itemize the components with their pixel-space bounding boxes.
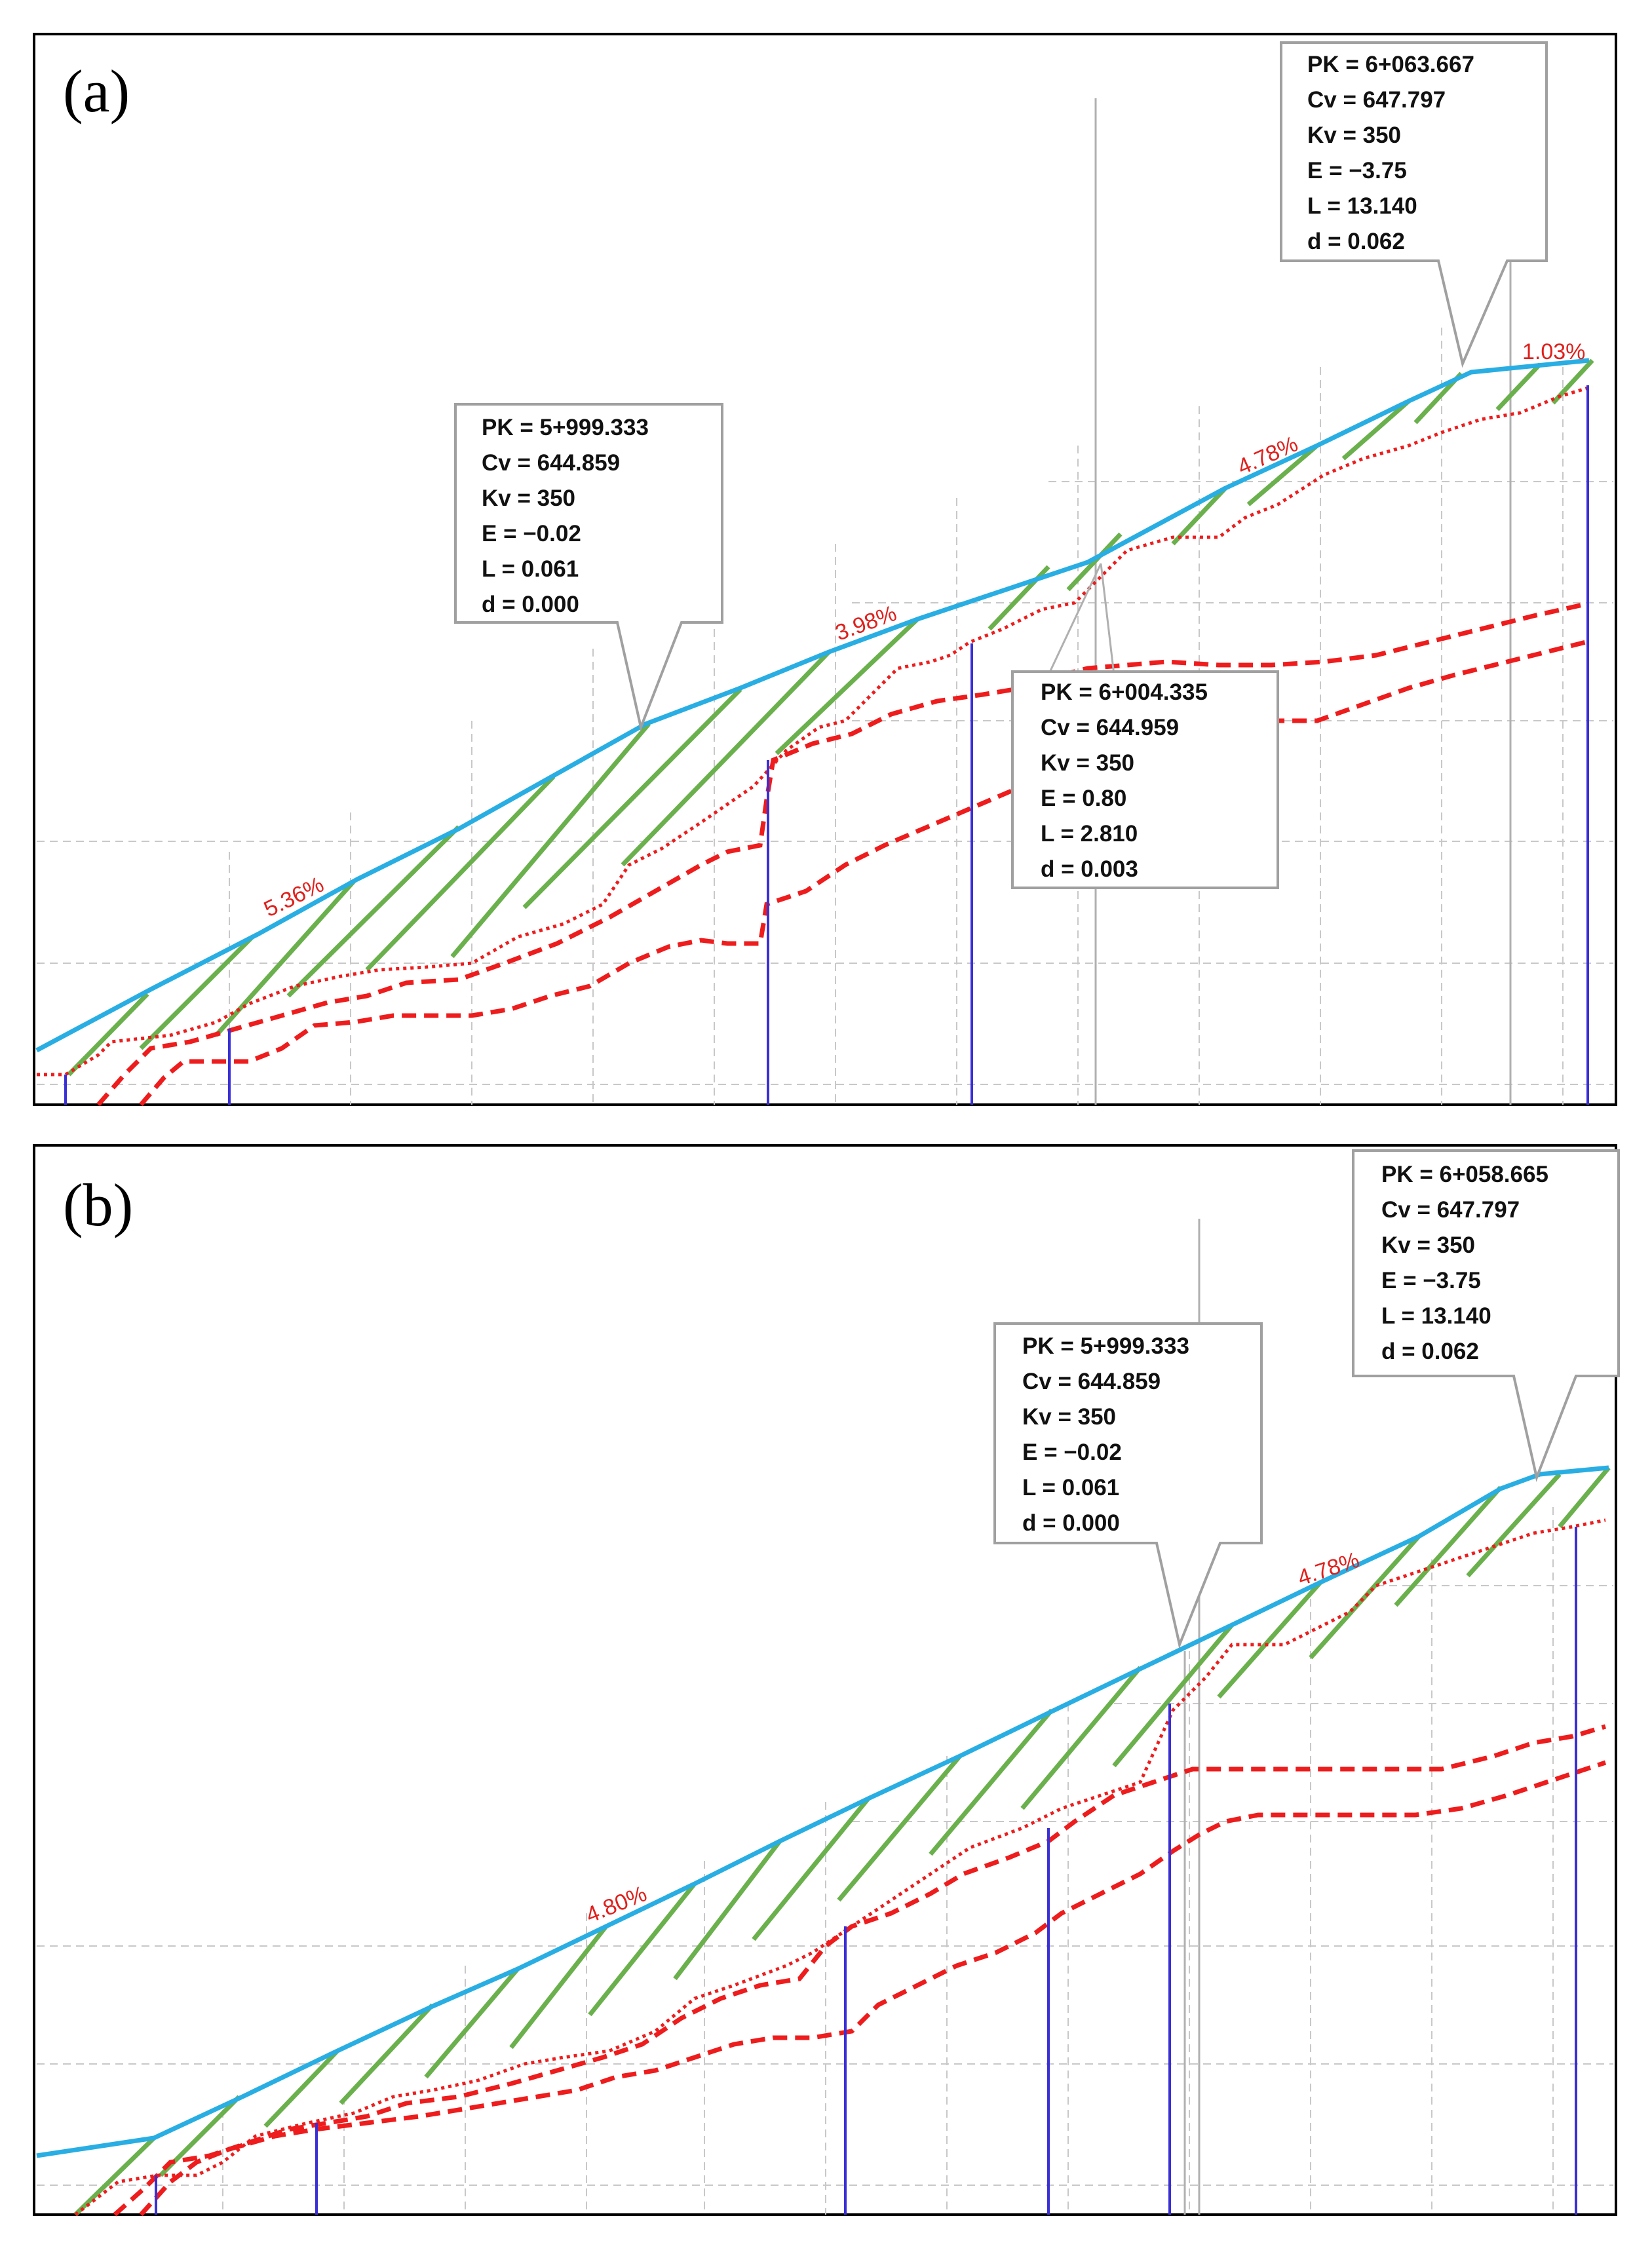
callout-line: d = 0.003	[1041, 856, 1138, 882]
callout-line: E = −0.02	[482, 521, 581, 546]
panel-b-label: (b)	[63, 1172, 133, 1238]
callout-line: Kv = 350	[1041, 750, 1134, 776]
panel-a: 5.36% 3.98% 4.78% 1.03% (a) PK = 6+063.6…	[33, 33, 1617, 1107]
callout-line: E = −3.75	[1381, 1268, 1481, 1293]
panel-b-road-profile	[36, 1465, 1609, 2158]
panel-a-slope-label: 1.03%	[1522, 339, 1585, 364]
panel-a-road-profile	[35, 358, 1590, 1053]
callout-line: L = 13.140	[1307, 193, 1417, 219]
panel-b-terrain-dotted	[74, 1518, 1606, 2216]
callout-line: PK = 5+999.333	[1022, 1333, 1189, 1359]
callout-line: Cv = 644.959	[1041, 715, 1179, 740]
panel-a-terrain-dotted	[37, 385, 1593, 1077]
callout-line: d = 0.000	[1022, 1510, 1120, 1536]
callout-line: L = 0.061	[482, 556, 579, 582]
callout-line: d = 0.062	[1307, 229, 1405, 254]
callout-line: Cv = 647.797	[1381, 1197, 1520, 1223]
callout-line: E = 0.80	[1041, 786, 1126, 811]
callout-line: Kv = 350	[1381, 1232, 1475, 1258]
callout-line: PK = 6+004.335	[1041, 679, 1208, 705]
panel-b-hatching	[73, 1466, 1611, 2217]
callout-line: L = 13.140	[1381, 1303, 1491, 1329]
callout-line: E = −3.75	[1307, 158, 1407, 183]
callout-line: Kv = 350	[1022, 1404, 1116, 1430]
panel-a-hatching	[67, 358, 1594, 1077]
panel-a-callout-pk-6-063: PK = 6+063.667 Cv = 647.797 Kv = 350 E =…	[1280, 41, 1548, 368]
callout-line: Cv = 644.859	[482, 450, 620, 476]
callout-line: PK = 5+999.333	[482, 415, 649, 440]
panel-b: 4.80% 4.78% (b) PK = 6+058.665 Cv = 647.…	[33, 1144, 1620, 2217]
panel-a-stations	[64, 385, 1589, 1105]
callout-line: d = 0.000	[482, 592, 579, 617]
panel-b-terrain-dashed-upper	[113, 1724, 1607, 2217]
callout-line: PK = 6+063.667	[1307, 52, 1474, 77]
panel-a-callout-pk-5-999: PK = 5+999.333 Cv = 644.859 Kv = 350 E =…	[454, 403, 723, 732]
callout-line: Kv = 350	[482, 486, 575, 511]
panel-a-label: (a)	[63, 58, 130, 124]
callout-line: d = 0.062	[1381, 1339, 1479, 1364]
callout-line: L = 0.061	[1022, 1475, 1119, 1500]
callout-line: E = −0.02	[1022, 1440, 1122, 1465]
panel-b-grid	[37, 1507, 1613, 2215]
callout-line: Cv = 647.797	[1307, 87, 1446, 113]
panel-b-stations	[155, 1527, 1577, 2215]
callout-line: Cv = 644.859	[1022, 1369, 1161, 1394]
panel-b-terrain-dashed-lower	[139, 1760, 1607, 2217]
callout-line: L = 2.810	[1041, 821, 1138, 847]
panel-a-terrain-dashed-upper	[96, 601, 1586, 1107]
callout-line: PK = 6+058.665	[1381, 1162, 1548, 1187]
panel-b-callout-pk-6-058: PK = 6+058.665 Cv = 647.797 Kv = 350 E =…	[1352, 1149, 1620, 1482]
panel-b-callout-pk-5-999: PK = 5+999.333 Cv = 644.859 Kv = 350 E =…	[993, 1322, 1263, 1649]
panel-a-callout-pk-6-004: PK = 6+004.335 Cv = 644.959 Kv = 350 E =…	[1011, 563, 1279, 889]
callout-line: Kv = 350	[1307, 123, 1401, 148]
